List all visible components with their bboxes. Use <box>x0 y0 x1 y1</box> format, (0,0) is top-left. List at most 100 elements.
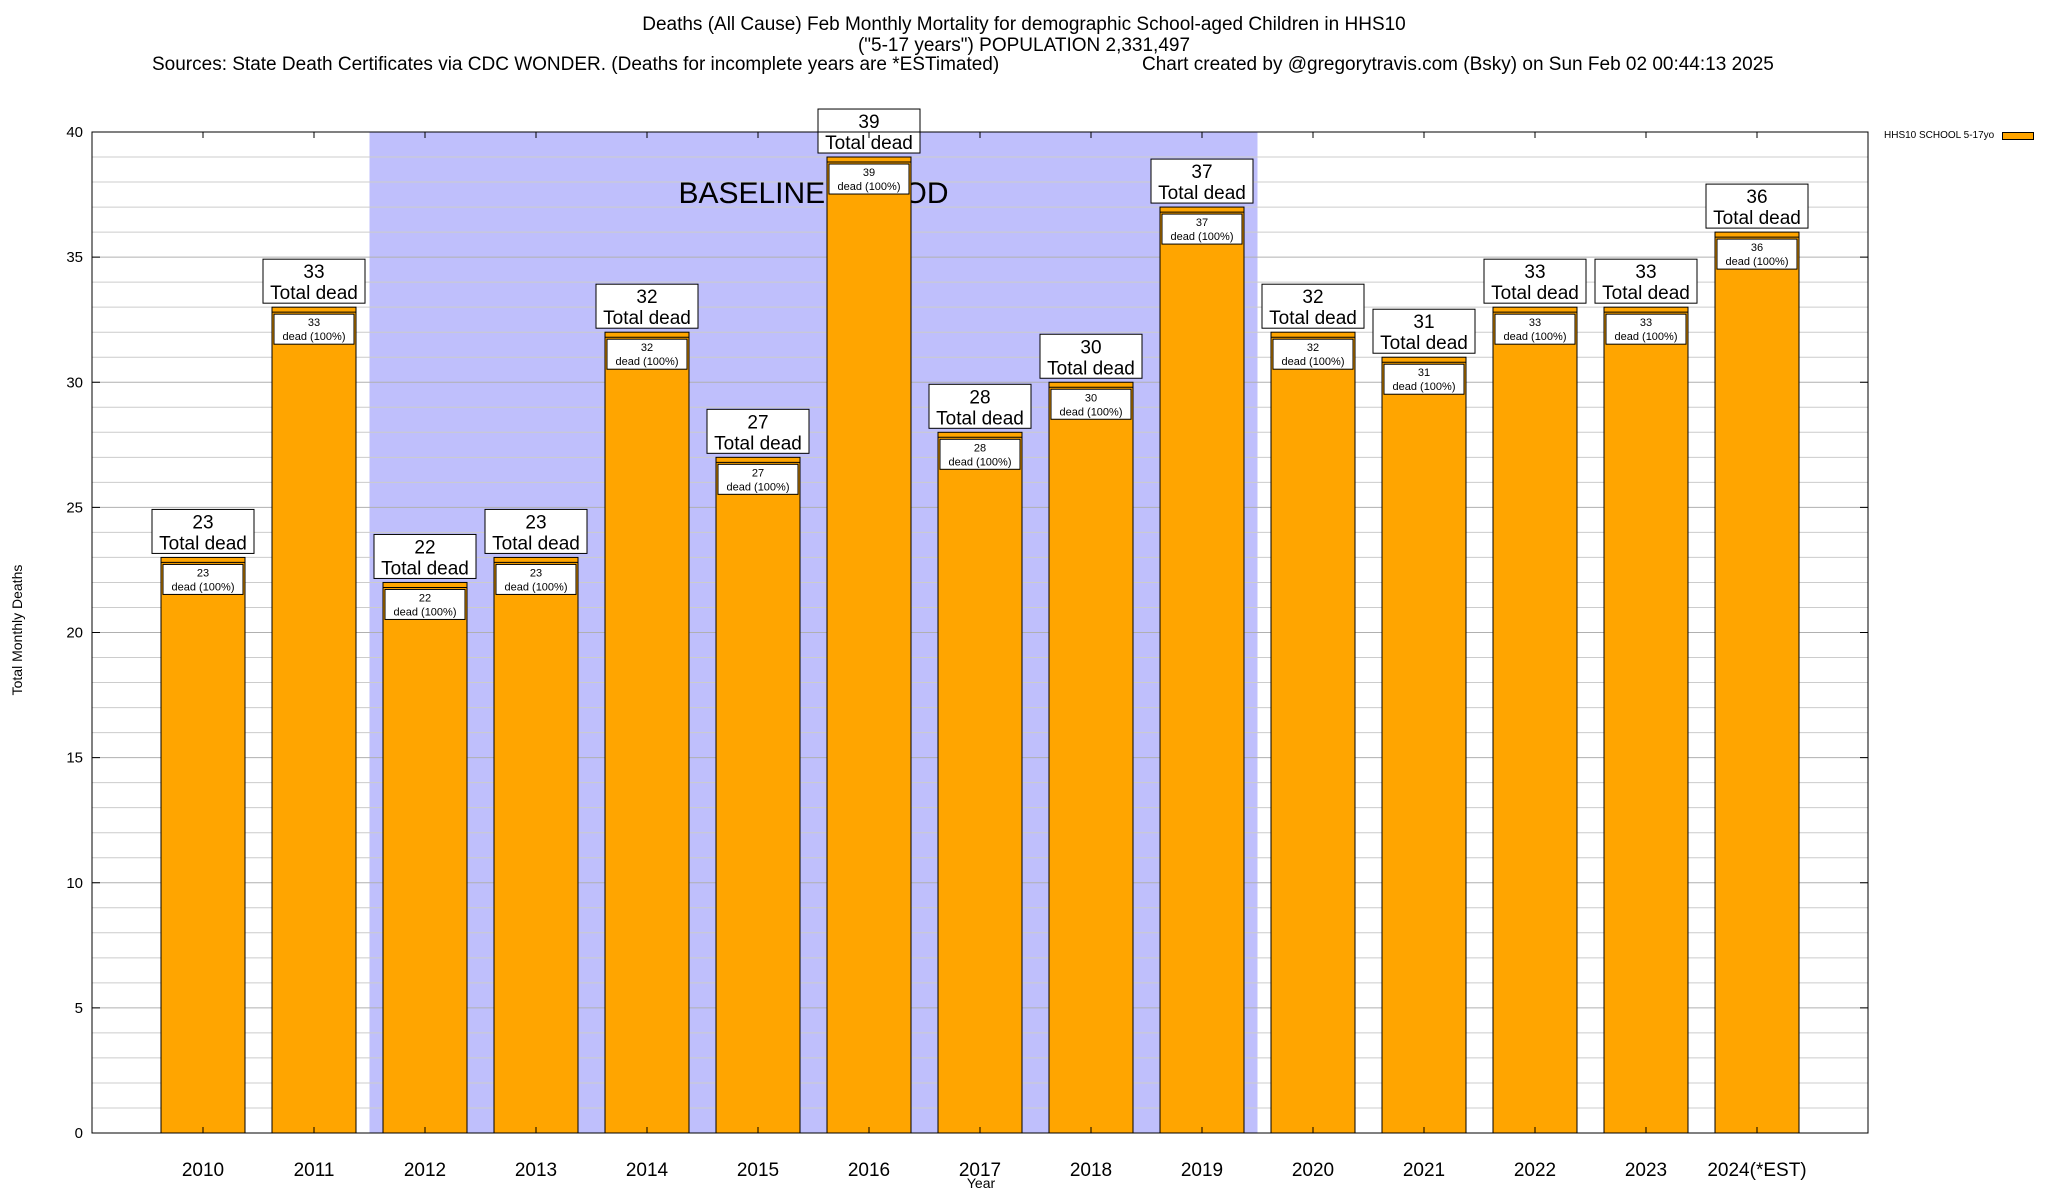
inner-pct-label: dead (100%) <box>1726 256 1789 268</box>
inner-pct-label: dead (100%) <box>1060 406 1123 418</box>
total-text-label: Total dead <box>1269 308 1357 329</box>
inner-pct-label: dead (100%) <box>1282 356 1345 368</box>
inner-label-box <box>384 588 466 620</box>
total-value-label: 23 <box>192 512 213 533</box>
total-value-label: 22 <box>414 537 435 558</box>
y-tick-label: 0 <box>75 1125 83 1142</box>
inner-pct-label: dead (100%) <box>394 606 457 618</box>
inner-pct-label: dead (100%) <box>727 481 790 493</box>
x-tick-label: 2021 <box>1403 1160 1445 1181</box>
total-value-label: 33 <box>303 262 324 283</box>
inner-value-label: 33 <box>1529 317 1541 329</box>
inner-pct-label: dead (100%) <box>949 456 1012 468</box>
inner-label-box <box>1050 388 1132 420</box>
inner-label-box <box>1716 238 1798 270</box>
y-tick-label: 35 <box>66 249 83 266</box>
total-text-label: Total dead <box>936 408 1024 429</box>
legend: HHS10 SCHOOL 5-17yo <box>1884 130 2035 141</box>
y-tick-label: 30 <box>66 374 83 391</box>
bar <box>1714 231 1800 1134</box>
y-tick-label: 25 <box>66 499 83 516</box>
inner-pct-label: dead (100%) <box>283 331 346 343</box>
total-text-label: Total dead <box>1380 333 1468 354</box>
x-tick-label: 2017 <box>959 1160 1001 1181</box>
x-tick-label: 2023 <box>1625 1160 1667 1181</box>
bar <box>271 306 357 1134</box>
inner-value-label: 32 <box>641 342 653 354</box>
bar <box>493 556 579 1134</box>
x-tick-label: 2018 <box>1070 1160 1112 1181</box>
chart-title: Deaths (All Cause) Feb Monthly Mortality… <box>0 14 2048 56</box>
x-tick-label: 2024(*EST) <box>1707 1160 1806 1181</box>
total-text-label: Total dead <box>381 558 469 579</box>
bar <box>1159 206 1245 1134</box>
inner-label-box <box>828 163 910 195</box>
total-text-label: Total dead <box>714 433 802 454</box>
total-text-label: Total dead <box>1602 283 1690 304</box>
inner-label-box <box>1272 338 1354 370</box>
inner-value-label: 22 <box>419 592 431 604</box>
inner-pct-label: dead (100%) <box>1171 231 1234 243</box>
total-label-box <box>928 383 1032 429</box>
y-tick-label: 10 <box>66 875 83 892</box>
total-label-box <box>151 508 255 554</box>
inner-pct-label: dead (100%) <box>1504 331 1567 343</box>
x-tick-label: 2012 <box>404 1160 446 1181</box>
total-label-box <box>373 533 477 579</box>
y-tick-label: 5 <box>75 1000 83 1017</box>
total-value-label: 31 <box>1413 312 1434 333</box>
bar <box>160 556 246 1134</box>
inner-pct-label: dead (100%) <box>1615 331 1678 343</box>
inner-label-box <box>606 338 688 370</box>
title-line-1: Deaths (All Cause) Feb Monthly Mortality… <box>642 14 1406 35</box>
sources-note: Sources: State Death Certificates via CD… <box>152 54 1000 75</box>
total-value-label: 32 <box>1302 287 1323 308</box>
inner-value-label: 27 <box>752 467 764 479</box>
x-tick-label: 2015 <box>737 1160 779 1181</box>
title-line-2: ("5-17 years") POPULATION 2,331,497 <box>857 35 1191 56</box>
total-value-label: 27 <box>747 412 768 433</box>
bar <box>1048 381 1134 1134</box>
bar <box>1381 356 1467 1134</box>
total-label-box <box>484 508 588 554</box>
x-tick-label: 2020 <box>1292 1160 1334 1181</box>
inner-value-label: 36 <box>1751 242 1763 254</box>
x-tick-label: 2011 <box>294 1160 335 1181</box>
total-label-box <box>1594 258 1698 304</box>
bar <box>937 431 1023 1134</box>
total-text-label: Total dead <box>159 533 247 554</box>
x-tick-label: 2013 <box>515 1160 557 1181</box>
total-text-label: Total dead <box>603 308 691 329</box>
inner-value-label: 28 <box>974 442 986 454</box>
y-tick-label: 20 <box>66 625 83 642</box>
x-tick-label: 2010 <box>182 1160 224 1181</box>
total-text-label: Total dead <box>825 133 913 154</box>
legend-swatch <box>2002 131 2035 140</box>
total-value-label: 33 <box>1635 262 1656 283</box>
inner-value-label: 39 <box>863 167 875 179</box>
inner-label-box <box>273 313 355 345</box>
inner-value-label: 33 <box>308 317 320 329</box>
x-tick-label: 2016 <box>848 1160 890 1181</box>
inner-label-box <box>1494 313 1576 345</box>
total-value-label: 30 <box>1080 337 1101 358</box>
inner-value-label: 31 <box>1418 367 1430 379</box>
bar <box>715 456 801 1134</box>
inner-label-box <box>1161 213 1243 245</box>
inner-label-box <box>939 438 1021 470</box>
bar <box>1603 306 1689 1134</box>
total-text-label: Total dead <box>492 533 580 554</box>
total-text-label: Total dead <box>1713 208 1801 229</box>
total-value-label: 39 <box>858 112 879 133</box>
total-label-box <box>706 408 810 454</box>
total-text-label: Total dead <box>1158 183 1246 204</box>
total-text-label: Total dead <box>270 283 358 304</box>
total-value-label: 28 <box>969 387 990 408</box>
inner-value-label: 33 <box>1640 317 1652 329</box>
total-label-box <box>1150 158 1254 204</box>
total-label-box <box>262 258 366 304</box>
inner-pct-label: dead (100%) <box>838 181 901 193</box>
inner-value-label: 37 <box>1196 217 1208 229</box>
bar <box>826 156 912 1134</box>
inner-label-box <box>162 563 244 595</box>
